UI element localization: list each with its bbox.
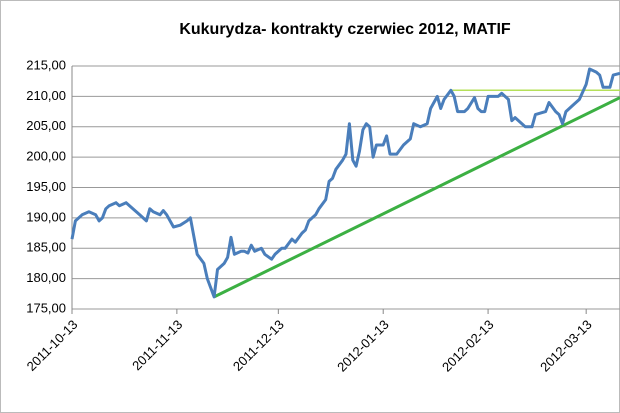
y-tick-label: 215,00 — [26, 57, 66, 72]
chart-title: Kukurydza- kontrakty czerwiec 2012, MATI… — [179, 21, 511, 38]
y-tick-label: 190,00 — [26, 209, 66, 224]
y-tick-label: 210,00 — [26, 88, 66, 103]
y-tick-label: 205,00 — [26, 118, 66, 133]
y-tick-label: 185,00 — [26, 240, 66, 255]
y-tick-label: 180,00 — [26, 270, 66, 285]
x-tick-label: 2012-03-13 — [537, 317, 595, 375]
x-tick-label: 2011-10-13 — [24, 317, 81, 374]
price-line — [70, 67, 620, 299]
y-tick-label: 175,00 — [26, 300, 66, 315]
x-tick-label: 2012-02-13 — [439, 317, 497, 375]
x-tick-label: 2011-11-13 — [129, 317, 185, 373]
y-tick-label: 200,00 — [26, 149, 66, 164]
y-tick-label: 195,00 — [26, 179, 66, 194]
x-tick-label: 2012-01-13 — [334, 317, 392, 375]
x-tick-label: 2011-12-13 — [230, 317, 287, 374]
trend-line — [213, 96, 620, 299]
